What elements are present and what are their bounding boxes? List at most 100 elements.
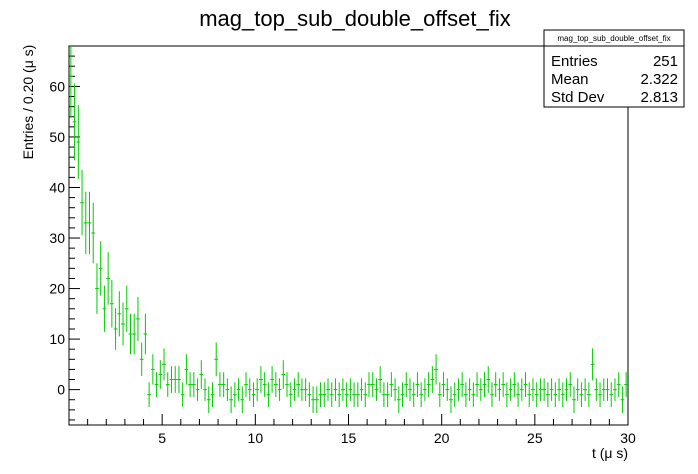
y-tick-label: 60 (49, 78, 65, 94)
data-point (109, 280, 114, 328)
x-tick-label: 25 (527, 430, 543, 446)
data-point (575, 378, 580, 401)
data-point (281, 360, 286, 389)
data-point (437, 382, 442, 408)
data-point (434, 354, 438, 385)
data-point (143, 313, 148, 355)
data-point (307, 382, 312, 408)
data-point (411, 382, 416, 408)
data-point (478, 378, 483, 401)
data-point (244, 372, 248, 397)
data-point (124, 285, 129, 332)
data-point (188, 372, 192, 397)
data-point (352, 382, 356, 408)
data-point (408, 378, 412, 401)
data-point (467, 378, 472, 401)
data-point (367, 372, 371, 397)
data-point (337, 382, 342, 408)
data-point (102, 285, 107, 332)
data-point (609, 382, 614, 408)
data-point (333, 378, 338, 401)
data-point (419, 382, 424, 408)
data-point (303, 378, 308, 401)
data-point (471, 382, 476, 408)
data-point (113, 308, 118, 350)
data-point (341, 378, 345, 401)
stats-mean-value: 2.322 (640, 71, 678, 88)
data-point (512, 372, 517, 397)
data-point (106, 252, 110, 305)
y-tick-label: 20 (49, 281, 65, 297)
data-point (117, 291, 122, 337)
data-point (199, 360, 204, 389)
data-point (326, 378, 330, 401)
data-point (534, 382, 539, 408)
x-axis-label: t (μ s) (592, 445, 628, 461)
data-point (344, 382, 349, 408)
data-point (296, 372, 301, 397)
data-point (139, 342, 144, 377)
data-point (423, 378, 427, 401)
x-tick-label: 10 (248, 430, 264, 446)
data-point (370, 372, 375, 397)
data-point (136, 296, 140, 341)
data-point (519, 378, 524, 401)
data-point (415, 372, 420, 397)
data-point (456, 378, 461, 401)
data-point (378, 366, 383, 393)
data-point (288, 382, 293, 408)
data-point (98, 241, 103, 296)
data-point (255, 378, 260, 401)
axis-ticks (69, 55, 610, 425)
y-tick-label: 10 (49, 331, 65, 347)
data-point (601, 378, 606, 401)
y-tick-label: 0 (57, 382, 65, 398)
data-point (572, 386, 576, 414)
data-point (225, 378, 230, 401)
data-point (348, 378, 353, 401)
data-point (557, 378, 561, 401)
data-point (475, 372, 479, 397)
data-point (482, 372, 487, 397)
data-point (564, 378, 569, 401)
data-point (426, 372, 431, 397)
data-point (590, 348, 595, 381)
data-point (382, 382, 386, 408)
y-tick-label: 50 (49, 129, 65, 145)
data-point (72, 83, 77, 161)
stats-entries-value: 251 (653, 53, 678, 70)
data-point (191, 372, 196, 397)
data-point (449, 386, 453, 414)
data-point (314, 386, 319, 414)
data-point (259, 366, 263, 393)
data-point (523, 372, 528, 397)
y-tick-label: 30 (49, 230, 65, 246)
data-point (490, 382, 494, 408)
data-point (620, 386, 625, 414)
stats-stddev-value: 2.813 (640, 89, 678, 106)
data-point (546, 382, 550, 408)
data-point (277, 378, 282, 401)
data-point (505, 382, 509, 408)
data-point (598, 382, 602, 408)
data-point (359, 378, 364, 401)
data-point (83, 191, 88, 255)
data-point (516, 382, 520, 408)
data-point (560, 382, 565, 408)
data-point (363, 382, 368, 408)
data-point (486, 366, 491, 393)
data-point (531, 378, 535, 401)
data-point (594, 378, 599, 401)
data-point (266, 382, 271, 408)
data-point (501, 372, 506, 397)
stats-box-title: mag_top_sub_double_offset_fix (557, 34, 670, 43)
data-point (173, 366, 178, 393)
data-point (460, 372, 465, 397)
data-point (583, 378, 588, 401)
data-point (169, 366, 174, 393)
data-point (389, 372, 394, 397)
data-point (240, 386, 245, 414)
data-point (76, 104, 81, 180)
data-point (300, 378, 304, 401)
